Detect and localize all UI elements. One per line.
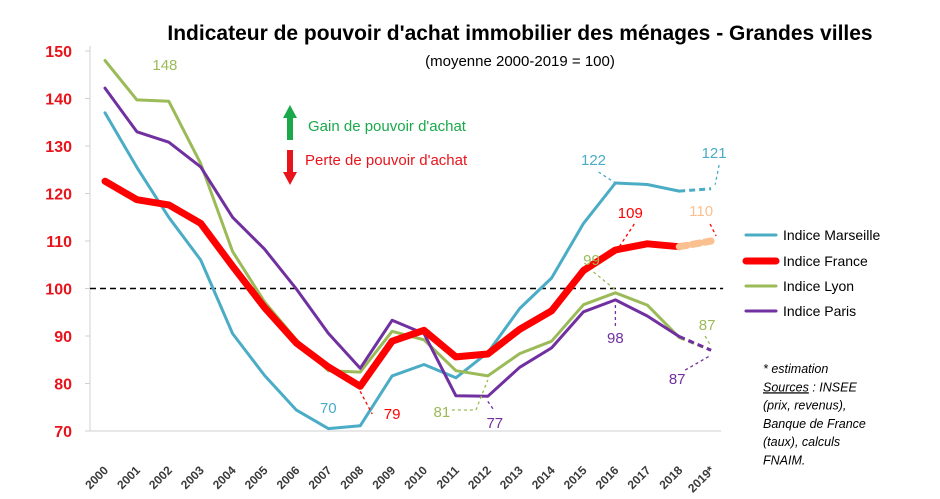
legend-entry: Indice Marseille [783,227,880,243]
notes: * estimation Sources : INSEE (prix, revenu… [763,362,866,468]
leader-france-max [617,223,635,249]
leader-marseille-max [598,171,616,184]
annotation-paris-peak: 98 [607,330,624,347]
leader-lyon-peak [593,271,616,291]
legend-entry: Indice France [783,253,868,269]
annotation-france-max: 109 [618,205,643,222]
annotation-france-last: 110 [689,203,713,220]
x-tick-label: 2013 [497,463,526,492]
leader-paris-min [487,400,495,411]
legend: Indice Marseille Indice France Indice Lyon… [742,227,880,319]
x-tick-label: 2017 [625,463,654,492]
x-tick-label: 2010 [401,463,430,492]
leader-paris-last [684,355,710,371]
plot-area: 70 80 90 100 110 120 130 140 150 2000 2001 2002 2003… [45,44,724,495]
series-line-indice-lyon [103,59,681,378]
annotation-lyon-first: 148 [152,57,177,74]
note-line: * estimation [763,362,828,376]
legend-entry: Indice Paris [783,303,856,319]
x-tick-label: 2014 [529,463,558,492]
series-line-indice-paris [103,86,681,398]
leader-lyon-min [475,379,489,411]
annotation-paris-min: 77 [486,415,503,432]
leader-lyon-last [704,335,712,347]
perte-indicator: Perte de pouvoir d'achat [283,150,468,185]
annotation-lyon-peak: 99 [583,252,600,269]
annotation-lyon-last: 87 [699,317,716,334]
annotation-france-min: 79 [384,406,401,423]
series-line-indice-france [101,177,683,390]
note-underlined: Sources [763,380,809,394]
x-tick-label: 2007 [306,463,335,492]
chart-subtitle: (moyenne 2000-2019 = 100) [425,53,615,70]
note-suffix: : INSEE [809,380,858,394]
x-tick-label: 2012 [465,463,494,492]
x-tick-label: 2002 [146,463,175,492]
y-tick-label: 150 [45,44,72,61]
y-tick-label: 70 [54,424,72,441]
note-line: FNAIM. [763,454,805,468]
annotation-paris-last: 87 [669,371,686,388]
x-tick-label: 2004 [210,463,239,492]
x-tick-label: 2003 [178,463,207,492]
y-tick-label: 90 [54,329,72,346]
note-line: (prix, revenus), [763,399,846,413]
x-tick-label: 2019* [685,463,717,495]
series-estimate-indice-lyon [678,336,712,352]
leader-france-last [709,223,717,237]
legend-entry: Indice Lyon [783,278,854,294]
perte-label: Perte de pouvoir d'achat [305,152,468,169]
x-tick-label: 2006 [274,463,303,492]
gain-label: Gain de pouvoir d'achat [308,118,467,135]
note-line: Banque de France [763,417,866,431]
series-estimate-indice-paris [678,335,712,352]
up-arrow-icon [283,105,297,140]
x-tick-label: 2011 [434,463,463,492]
leader-marseille-last [714,164,720,185]
x-tick-label: 2015 [561,463,590,492]
annotation-marseille-max: 122 [581,152,606,169]
y-tick-label: 80 [54,377,72,394]
x-tick-label: 2008 [338,463,367,492]
y-tick-label: 120 [45,187,72,204]
note-line: (taux), calculs [763,435,840,449]
x-tick-label: 2005 [242,463,271,492]
x-tick-label: 2000 [82,463,111,492]
leader-france-min [359,391,373,415]
series-estimate-indice-marseille [679,187,712,193]
annotation-lyon-min: 81 [434,404,451,421]
annotation-marseille-last: 121 [702,145,727,162]
annotations: 122 121 70 109 110 79 148 99 87 81 98 87 77 [152,57,726,432]
chart-title: Indicateur de pouvoir d'achat immobilier… [167,22,872,45]
y-tick-label: 140 [45,92,72,109]
annotation-marseille-min: 70 [320,400,337,417]
gain-indicator: Gain de pouvoir d'achat [283,105,467,140]
down-arrow-icon [283,150,297,185]
y-tick-label: 130 [45,139,72,156]
x-tick-label: 2001 [114,463,143,492]
y-tick-label: 110 [46,234,72,251]
note-line: Sources : INSEE [763,380,857,394]
y-tick-label: 100 [45,282,72,299]
x-tick-label: 2009 [369,463,398,492]
x-tick-label: 2016 [593,463,622,492]
x-tick-label: 2018 [657,463,686,492]
series-line-indice-marseille [103,111,681,431]
series-estimate-indice-france [675,237,715,251]
